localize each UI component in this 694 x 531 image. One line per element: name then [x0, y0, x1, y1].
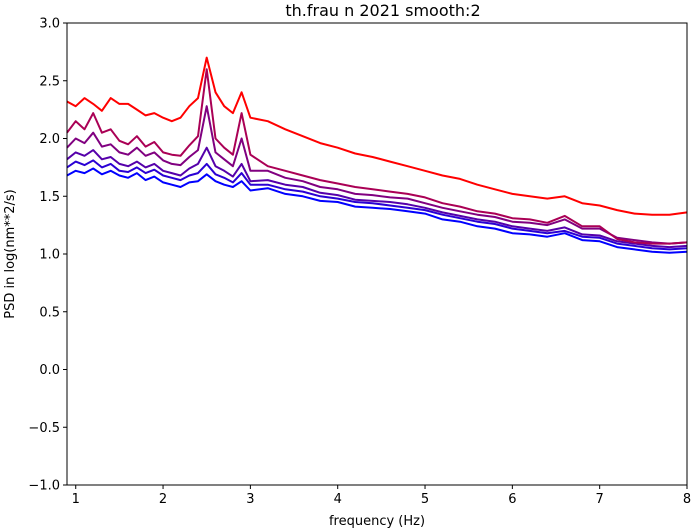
y-axis-ticks: −1.0 −0.5 0.0 0.5 1.0 1.5 2.0 2.5 3.0 [28, 17, 67, 494]
y-tick-label: 0.5 [39, 305, 60, 320]
x-tick-label: 6 [508, 492, 516, 507]
y-tick-label: −1.0 [28, 479, 60, 494]
y-tick-label: 0.0 [39, 363, 60, 378]
psd-series-line-3 [66, 146, 688, 249]
x-tick-label: 7 [596, 492, 604, 507]
x-tick-label: 1 [72, 492, 80, 507]
series-layer [66, 56, 688, 254]
chart-title: th.frau n 2021 smooth:2 [285, 1, 480, 20]
x-tick-label: 8 [683, 492, 691, 507]
y-tick-label: 3.0 [39, 17, 60, 32]
psd-series-line-2 [66, 159, 688, 251]
psd-series-line-1 [66, 167, 688, 254]
psd-series-line-6 [66, 56, 688, 216]
y-tick-label: 1.0 [39, 248, 60, 263]
psd-series-line-4 [66, 105, 688, 245]
x-tick-label: 4 [334, 492, 342, 507]
y-tick-label: 2.0 [39, 132, 60, 147]
psd-series-line-5 [66, 68, 688, 245]
y-tick-label: 2.5 [39, 74, 60, 89]
x-axis-ticks: 1 2 3 4 5 6 7 8 [72, 485, 691, 507]
y-axis-label: PSD in log(nm**2/s) [3, 189, 18, 319]
x-tick-label: 5 [421, 492, 429, 507]
y-tick-label: −0.5 [28, 421, 60, 436]
y-tick-label: 1.5 [39, 190, 60, 205]
x-tick-label: 2 [159, 492, 167, 507]
x-tick-label: 3 [246, 492, 254, 507]
x-axis-label: frequency (Hz) [329, 514, 425, 529]
